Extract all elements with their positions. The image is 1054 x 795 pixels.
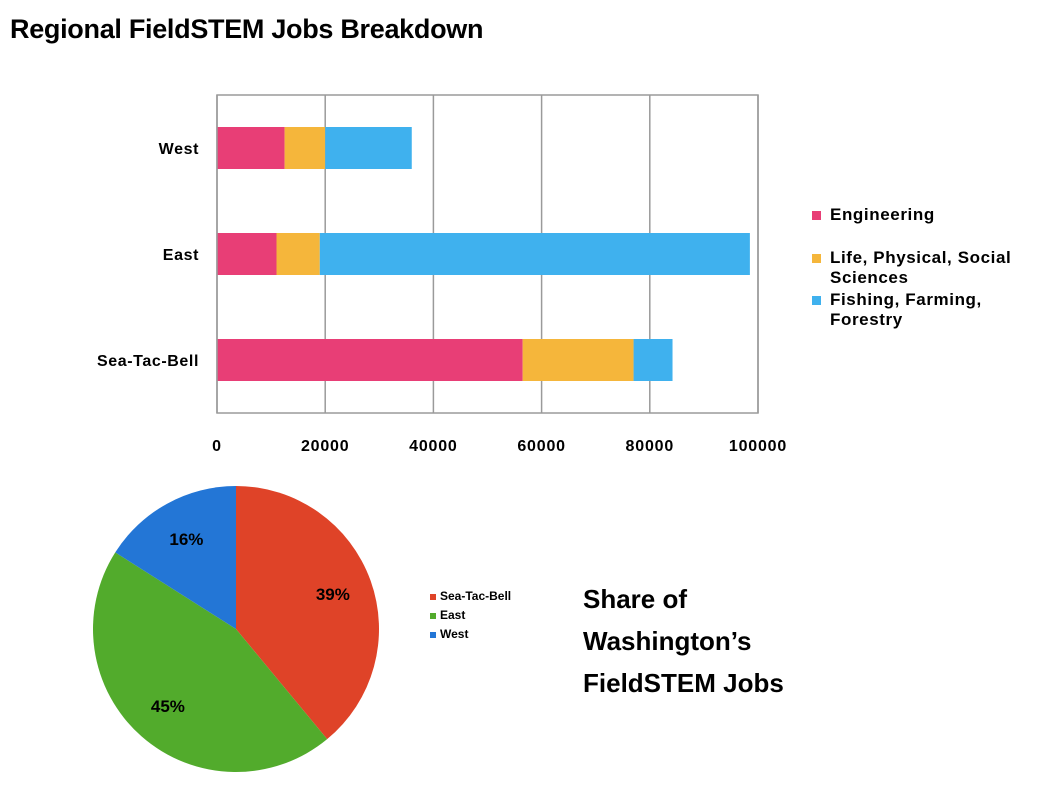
bar-sea-tac-bell-engineering (217, 339, 523, 381)
pie-chart-title: Share of Washington’s FieldSTEM Jobs (583, 578, 784, 704)
category-label-west: West (159, 141, 199, 158)
pie-title-line-2: Washington’s (583, 626, 752, 656)
pie-value-label-sea-tac-bell: 39% (316, 585, 350, 604)
x-tick-label-2: 40000 (409, 438, 458, 455)
legend-label-life-physical-social-sciences: Life, Physical, Social Sciences (830, 248, 1012, 287)
bar-east-engineering (217, 233, 277, 275)
pie-legend-label-west: West (440, 627, 469, 641)
legend-swatch-fishing-farming-forestry (812, 296, 821, 305)
pie-legend-swatch-west (430, 632, 436, 638)
pie-slice-sea-tac-bell (236, 486, 379, 740)
x-tick-label-3: 60000 (517, 438, 566, 455)
pie-legend-swatch-sea-tac-bell (430, 594, 436, 600)
legend-swatch-life-physical-social-sciences (812, 254, 821, 263)
category-label-sea-tac-bell: Sea-Tac-Bell (97, 353, 199, 370)
pie-legend-swatch-east (430, 613, 436, 619)
pie-legend-item-west: West (430, 625, 511, 644)
legend-label-engineering: Engineering (830, 205, 935, 224)
pie-legend-item-east: East (430, 606, 511, 625)
pie-title-line-1: Share of (583, 584, 688, 614)
pie-legend-item-sea-tac-bell: Sea-Tac-Bell (430, 587, 511, 606)
pie-value-label-west: 16% (169, 530, 203, 549)
x-tick-label-0: 0 (212, 438, 222, 455)
plot-frame (216, 94, 759, 414)
pie-title-line-3: FieldSTEM Jobs (583, 668, 784, 698)
stacked-bar-chart: West East Sea-Tac-Bell 0 20000 40000 60000 800… (97, 94, 787, 455)
bar-west-life-physical-social-sciences (284, 127, 326, 169)
bar-west-fishing-farming-forestry (325, 127, 412, 169)
x-tick-label-1: 20000 (301, 438, 350, 455)
bar-sea-tac-bell-life-physical-social-sciences (522, 339, 634, 381)
pie-value-label-east: 45% (151, 697, 185, 716)
bar-east-life-physical-social-sciences (276, 233, 320, 275)
bar-sea-tac-bell-fishing-farming-forestry (633, 339, 673, 381)
legend-item-engineering: Engineering (812, 205, 1040, 225)
chart-title: Regional FieldSTEM Jobs Breakdown (10, 14, 484, 44)
pie-slice-west (115, 486, 236, 629)
pie-legend-label-sea-tac-bell: Sea-Tac-Bell (440, 589, 512, 603)
legend-item-fishing-farming-forestry: Fishing, Farming, Forestry (812, 290, 1040, 330)
bar-west-engineering (217, 127, 285, 169)
pie-legend: Sea-Tac-Bell East West (430, 587, 511, 644)
x-tick-label-4: 80000 (626, 438, 675, 455)
category-label-east: East (163, 247, 199, 264)
pie-slice-east (93, 552, 328, 772)
legend-swatch-engineering (812, 211, 821, 220)
bar-east-fishing-farming-forestry (319, 233, 750, 275)
pie-legend-label-east: East (440, 608, 466, 622)
legend-label-fishing-farming-forestry: Fishing, Farming, Forestry (830, 290, 982, 329)
x-tick-label-5: 100000 (729, 438, 787, 455)
legend-item-life-physical-social-sciences: Life, Physical, Social Sciences (812, 248, 1040, 288)
bar-legend: Engineering Life, Physical, Social Scien… (812, 205, 1040, 330)
